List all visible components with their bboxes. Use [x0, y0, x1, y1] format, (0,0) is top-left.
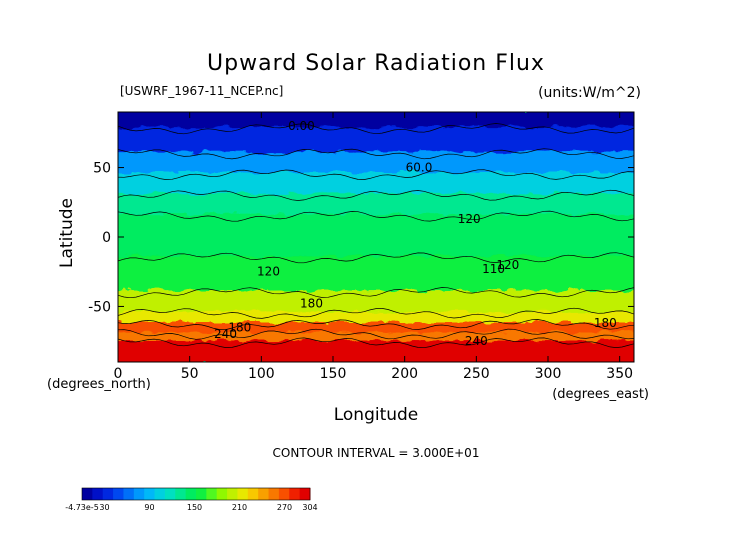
y-unit-label: (degrees_north)	[47, 377, 151, 392]
colorbar-swatch	[144, 488, 156, 500]
colorbar-swatch	[216, 488, 228, 500]
latitude-band	[118, 193, 634, 219]
colorbar-swatch	[82, 488, 93, 500]
file-label: [USWRF_1967-11_NCEP.nc]	[120, 84, 283, 98]
colorbar-tick-label: 150	[187, 503, 202, 512]
contour-line	[118, 287, 634, 299]
y-tick-label: 0	[102, 230, 111, 246]
colorbar-swatch	[278, 488, 290, 500]
latitude-band	[118, 151, 634, 177]
contour-label: 120	[257, 265, 280, 279]
x-tick-label: 100	[248, 366, 275, 382]
colorbar-swatch	[185, 488, 197, 500]
colorbar-swatch	[247, 488, 259, 500]
colorbar: -4.73e-5 30 90 150 210 270 304	[65, 487, 318, 512]
colorbar-swatch	[268, 488, 280, 500]
colorbar-swatch	[227, 488, 238, 500]
contour-label: 180	[300, 297, 323, 311]
contour-line	[118, 328, 634, 340]
colorbar-tick-label: 270	[277, 503, 292, 512]
contour-label: 180	[228, 320, 251, 334]
colorbar-swatch	[133, 488, 145, 500]
contour-line	[118, 319, 634, 330]
contour-label: 240	[465, 334, 488, 348]
x-tick-label: 0	[114, 366, 123, 382]
contour-line	[118, 307, 634, 319]
colorbar-swatch	[123, 488, 135, 500]
colorbar-swatch	[196, 488, 207, 500]
latitude-bands	[118, 112, 634, 362]
chart-title: Upward Solar Radiation Flux	[207, 51, 545, 76]
units-label: (units:W/m^2)	[538, 85, 641, 101]
x-axis-label: Longitude	[334, 405, 419, 425]
contour-line	[118, 148, 634, 160]
colorbar-swatch	[92, 488, 104, 500]
colorbar-tick-label: 304	[302, 503, 317, 512]
contour-line	[118, 169, 634, 180]
x-tick-label: 250	[463, 366, 490, 382]
latitude-band	[118, 255, 634, 295]
x-tick-label: 150	[320, 366, 347, 382]
x-unit-label: (degrees_east)	[552, 387, 649, 402]
colorbar-swatch	[299, 488, 311, 500]
contour-label: 180	[594, 316, 617, 330]
contour-line	[118, 189, 634, 201]
colorbar-swatch	[289, 488, 301, 500]
contour-label: 60.0	[406, 161, 433, 175]
x-tick-label: 300	[535, 366, 562, 382]
latitude-band	[118, 290, 634, 316]
colorbar-swatch	[113, 488, 124, 500]
x-tick-label: 200	[391, 366, 418, 382]
y-tick-label: 50	[93, 161, 111, 177]
contour-interval-text: CONTOUR INTERVAL = 3.000E+01	[273, 446, 480, 460]
colorbar-swatch	[102, 488, 114, 500]
colorbar-min-label: -4.73e-5	[65, 503, 99, 512]
latitude-band	[118, 340, 634, 362]
colorbar-frame	[81, 487, 311, 501]
y-axis-label: Latitude	[57, 198, 77, 268]
y-tick-label: -50	[88, 299, 111, 315]
x-tick-label: 350	[606, 366, 633, 382]
colorbar-tick-label: 30	[99, 503, 109, 512]
contour-line	[118, 252, 634, 264]
colorbar-tick-label: 210	[232, 503, 247, 512]
contour-line	[118, 123, 634, 135]
latitude-band	[118, 214, 634, 260]
colorbar-tick-label: 90	[144, 503, 154, 512]
colorbar-swatch	[237, 488, 249, 500]
x-axis: 0 50 100 150 200 250 300 350	[114, 112, 633, 382]
contour-line	[118, 210, 634, 222]
contour-label: 0.00	[288, 119, 315, 133]
colorbar-swatch	[175, 488, 187, 500]
contour-label: 120	[458, 212, 481, 226]
contour-label: 110	[482, 262, 505, 276]
contour-label: 240	[214, 327, 237, 341]
latitude-band	[118, 112, 634, 131]
x-tick-label: 50	[181, 366, 199, 382]
contour-lines	[118, 123, 634, 349]
colorbar-swatch	[164, 488, 176, 500]
colorbar-swatch	[154, 488, 166, 500]
latitude-band	[118, 126, 634, 156]
y-axis: -50 0 50	[88, 161, 634, 315]
colorbar-swatch	[206, 488, 218, 500]
colorbar-swatch	[258, 488, 270, 500]
contour-line	[118, 337, 634, 349]
contour-label: 120	[496, 258, 519, 272]
